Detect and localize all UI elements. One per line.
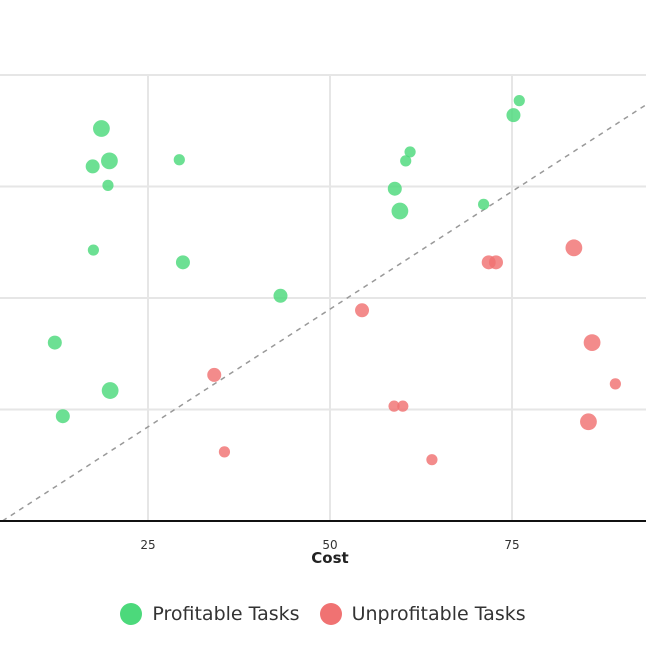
- reference-diagonal-line: [1, 103, 646, 522]
- profitable-point[interactable]: [102, 179, 114, 191]
- profitable-point[interactable]: [387, 181, 402, 196]
- profitable-point[interactable]: [101, 152, 118, 170]
- unprofitable-point[interactable]: [388, 400, 400, 412]
- x-axis-ticks: 25 50 75: [140, 538, 519, 552]
- profitable-point[interactable]: [404, 146, 416, 158]
- profitable-point[interactable]: [47, 335, 62, 350]
- unprofitable-point[interactable]: [488, 255, 503, 270]
- unprofitable-point[interactable]: [218, 446, 231, 458]
- unprofitable-point[interactable]: [355, 303, 370, 318]
- unprofitable-point[interactable]: [207, 367, 222, 382]
- gridlines: [0, 74, 646, 521]
- x-tick-label: 25: [140, 538, 155, 552]
- unprofitable-point[interactable]: [609, 378, 621, 390]
- legend: Profitable Tasks Unprofitable Tasks: [0, 603, 646, 625]
- profitable-point[interactable]: [478, 198, 490, 210]
- profitable-point[interactable]: [273, 288, 288, 303]
- profitable-point[interactable]: [513, 95, 525, 107]
- profitable-point[interactable]: [85, 159, 100, 174]
- unprofitable-point[interactable]: [397, 400, 409, 412]
- profitable-point[interactable]: [506, 108, 521, 123]
- unprofitable-point[interactable]: [583, 334, 601, 351]
- unprofitable-point[interactable]: [565, 239, 583, 257]
- x-tick-label: 75: [504, 538, 519, 552]
- x-tick-label: 50: [322, 538, 337, 552]
- profitable-point[interactable]: [400, 155, 412, 167]
- legend-item-profitable[interactable]: Profitable Tasks: [120, 603, 300, 625]
- profitable-point[interactable]: [87, 244, 99, 256]
- data-points: [47, 95, 621, 466]
- x-axis-title: Cost: [311, 549, 348, 567]
- legend-label-profitable: Profitable Tasks: [152, 603, 300, 625]
- profitable-point[interactable]: [175, 255, 190, 270]
- unprofitable-point[interactable]: [580, 413, 597, 431]
- legend-swatch-unprofitable: [319, 603, 342, 625]
- profitable-point[interactable]: [101, 382, 119, 399]
- unprofitable-point[interactable]: [426, 454, 438, 466]
- profitable-point[interactable]: [391, 202, 409, 220]
- legend-swatch-profitable: [120, 603, 143, 625]
- profitable-point[interactable]: [93, 120, 110, 137]
- legend-item-unprofitable[interactable]: Unprofitable Tasks: [319, 603, 526, 625]
- profitable-point[interactable]: [55, 409, 70, 424]
- profitable-point[interactable]: [173, 154, 185, 166]
- legend-label-unprofitable: Unprofitable Tasks: [351, 603, 526, 625]
